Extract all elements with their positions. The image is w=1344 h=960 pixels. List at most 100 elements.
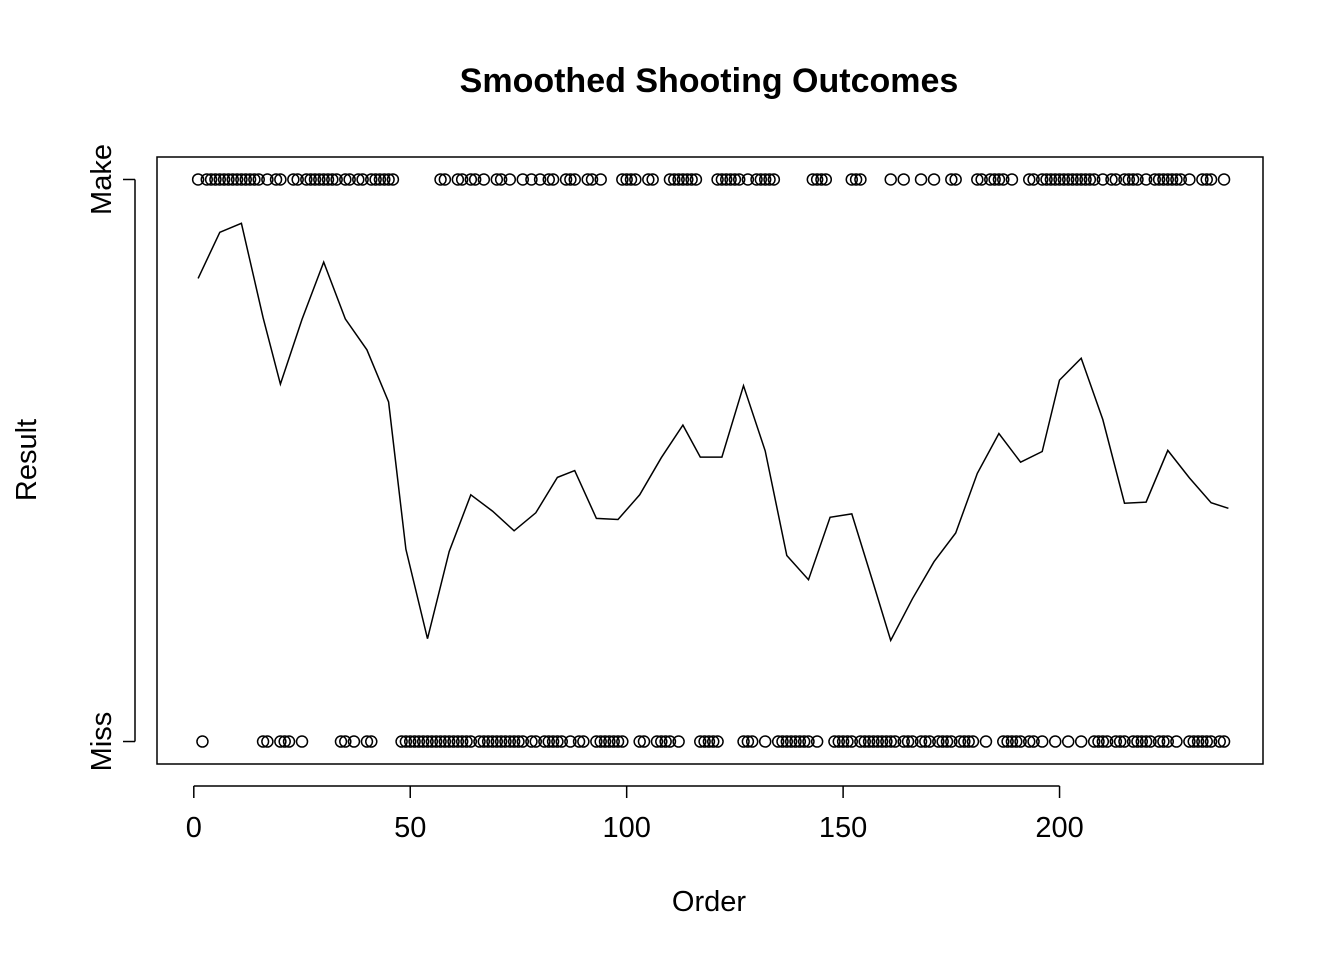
- miss-point: [655, 735, 668, 748]
- make-point: [213, 173, 227, 186]
- make-point: [672, 173, 685, 186]
- make-point: [715, 173, 729, 186]
- make-point: [1118, 173, 1131, 186]
- make-point: [339, 173, 352, 186]
- miss-point: [1027, 735, 1040, 748]
- miss-point: [395, 735, 408, 748]
- miss-point: [1061, 735, 1075, 748]
- make-point: [533, 173, 547, 186]
- make-point: [624, 173, 638, 186]
- make-point: [676, 173, 690, 186]
- make-point: [581, 173, 594, 186]
- miss-point: [1113, 735, 1127, 748]
- make-point: [1005, 173, 1019, 186]
- make-point: [1044, 173, 1058, 186]
- make-point: [689, 173, 703, 186]
- miss-point: [421, 735, 434, 748]
- x-tick-label: 150: [819, 812, 867, 844]
- miss-point: [365, 735, 378, 748]
- make-point: [971, 173, 984, 186]
- make-point: [1070, 173, 1084, 186]
- miss-point: [278, 735, 291, 748]
- miss-point: [412, 735, 426, 748]
- make-point: [451, 173, 465, 186]
- make-point: [845, 173, 859, 186]
- make-point: [750, 173, 763, 186]
- make-point: [988, 173, 1001, 186]
- miss-point: [538, 735, 551, 748]
- miss-point: [451, 735, 465, 748]
- make-point: [629, 173, 642, 186]
- miss-point: [1191, 735, 1205, 748]
- make-point: [585, 173, 599, 186]
- make-point: [1027, 173, 1040, 186]
- make-point: [1087, 173, 1101, 186]
- miss-point: [741, 735, 755, 748]
- make-point: [217, 173, 231, 186]
- miss-point: [1131, 735, 1144, 748]
- miss-point: [403, 735, 417, 748]
- miss-point: [1092, 735, 1105, 748]
- make-point: [819, 173, 833, 186]
- miss-point: [897, 735, 910, 748]
- miss-point: [845, 735, 859, 748]
- miss-point: [880, 735, 893, 748]
- x-tick-label: 200: [1035, 812, 1083, 844]
- make-point: [1148, 173, 1162, 186]
- make-point: [884, 173, 897, 186]
- make-point: [642, 173, 655, 186]
- miss-point: [1152, 735, 1166, 748]
- make-point: [191, 173, 205, 186]
- miss-point: [525, 735, 538, 748]
- miss-point: [672, 735, 685, 748]
- make-point: [330, 173, 343, 186]
- miss-point: [1157, 735, 1170, 748]
- miss-point: [274, 735, 287, 748]
- make-point: [516, 173, 530, 186]
- make-point: [815, 173, 828, 186]
- miss-point: [555, 735, 568, 748]
- make-point: [997, 173, 1010, 186]
- miss-point: [1139, 735, 1153, 748]
- miss-point: [425, 735, 439, 748]
- make-point: [1079, 173, 1092, 186]
- make-point: [1040, 173, 1053, 186]
- miss-point: [1144, 735, 1157, 748]
- make-point: [209, 173, 222, 186]
- make-point: [1066, 173, 1079, 186]
- miss-point: [650, 735, 664, 748]
- miss-point: [1109, 735, 1123, 748]
- x-axis: 0 50 100 150 200: [186, 785, 1084, 844]
- make-point: [352, 173, 365, 186]
- make-point: [668, 173, 681, 186]
- make-point: [300, 173, 313, 186]
- miss-point: [797, 735, 811, 748]
- miss-point: [958, 735, 971, 748]
- miss-point: [810, 735, 824, 748]
- miss-point: [940, 735, 954, 748]
- miss-point: [460, 735, 473, 748]
- miss-point: [1200, 735, 1213, 748]
- make-point: [806, 173, 820, 186]
- make-point: [1174, 173, 1188, 186]
- miss-point: [633, 735, 646, 748]
- miss-point: [875, 735, 889, 748]
- make-point: [321, 173, 335, 186]
- make-point: [343, 173, 356, 186]
- miss-point: [261, 735, 274, 748]
- make-point: [949, 173, 962, 186]
- make-point: [1170, 173, 1183, 186]
- miss-point: [564, 735, 577, 748]
- make-point: [728, 173, 742, 186]
- miss-point: [871, 735, 884, 748]
- make-point: [1152, 173, 1166, 186]
- miss-point: [936, 735, 949, 748]
- make-point: [564, 173, 577, 186]
- miss-point: [512, 735, 525, 748]
- miss-point: [789, 735, 802, 748]
- make-point: [546, 173, 560, 186]
- make-point: [1165, 173, 1179, 186]
- miss-point: [447, 735, 460, 748]
- y-axis-label: Result: [11, 419, 43, 501]
